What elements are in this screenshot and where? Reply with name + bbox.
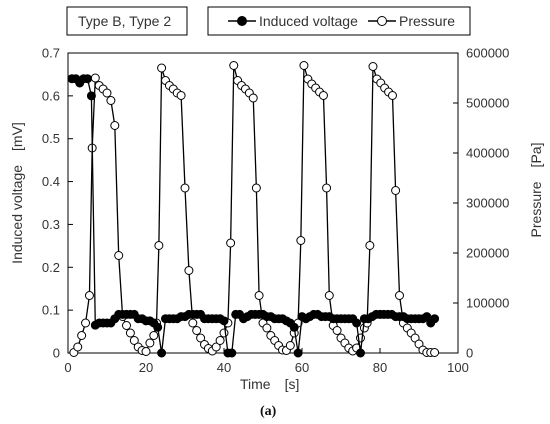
y2-tick-label: 600000 — [466, 46, 509, 61]
pressure-point — [332, 326, 342, 335]
induced-voltage-point — [83, 74, 92, 84]
y-tick-label: 0.1 — [42, 303, 60, 318]
series-pressure — [69, 61, 440, 357]
pressure-point — [90, 73, 100, 83]
figure-caption: (a) — [260, 404, 277, 419]
pressure-point — [184, 266, 194, 275]
pressure-point — [157, 63, 167, 73]
pressure-point — [211, 342, 221, 352]
pressure-point — [229, 61, 239, 70]
pressure-point — [430, 348, 440, 357]
pressure-point — [149, 331, 159, 340]
pressure-point — [114, 251, 124, 260]
induced-voltage-point — [153, 322, 163, 332]
pressure-point — [248, 93, 258, 103]
induced-voltage-point — [356, 348, 365, 358]
pressure-point — [176, 91, 186, 100]
pressure-point — [196, 333, 206, 343]
pressure-point — [154, 241, 164, 250]
pressure-point — [365, 241, 375, 250]
pressure-point — [251, 183, 261, 193]
y-tick-label: 0 — [53, 346, 60, 361]
y-tick-label: 0.3 — [42, 217, 60, 232]
y-tick-label: 0.4 — [42, 174, 60, 189]
y2-tick-label: 500000 — [466, 96, 509, 111]
x-axis: 0 20 40 60 80 100 — [64, 348, 469, 375]
y2-tick-label: 0 — [466, 346, 473, 361]
x-tick-label: 80 — [373, 360, 387, 375]
x-tick-label: 40 — [217, 360, 231, 375]
pressure-point — [84, 291, 94, 300]
legend-label-induced-voltage: Induced voltage — [259, 13, 358, 29]
y2-tick-label: 100000 — [466, 296, 509, 311]
pressure-point — [192, 326, 202, 335]
pressure-point — [77, 331, 87, 340]
y-tick-label: 0.7 — [42, 46, 60, 61]
induced-voltage-point — [289, 322, 299, 332]
y2-axis-title: Pressure [Pa] — [528, 143, 544, 238]
pressure-point — [145, 338, 155, 348]
pressure-point — [254, 291, 264, 300]
series-line — [73, 65, 435, 354]
legend-marker-induced-voltage — [237, 16, 247, 26]
legend: Induced voltage Pressure — [207, 6, 471, 36]
pressure-point — [129, 336, 139, 345]
annotation-text: Type B, Type 2 — [78, 13, 171, 29]
x-axis-title: Time [s] — [240, 376, 299, 392]
plot-area — [67, 52, 459, 354]
induced-voltage-point — [86, 91, 96, 101]
y2-tick-label: 200000 — [466, 246, 509, 261]
pressure-point — [318, 91, 328, 100]
pressure-point — [322, 183, 332, 193]
y2-tick-label: 400000 — [466, 146, 509, 161]
induced-voltage-point — [352, 318, 362, 328]
pressure-point — [215, 336, 225, 345]
y-axis-left: 0 0.1 0.2 0.3 0.4 0.5 0.6 0.7 — [42, 46, 73, 361]
y-axis-title: Induced voltage [mV] — [9, 122, 25, 264]
pressure-point — [285, 341, 295, 350]
y-tick-label: 0.2 — [42, 260, 60, 275]
pressure-point — [110, 121, 120, 130]
pressure-point — [296, 236, 306, 245]
pressure-point — [368, 62, 378, 71]
pressure-point — [219, 328, 229, 338]
pressure-point — [188, 318, 198, 328]
pressure-point — [391, 186, 401, 195]
legend-marker-pressure — [377, 16, 387, 26]
legend-label-pressure: Pressure — [399, 13, 455, 29]
pressure-point — [73, 342, 83, 352]
pressure-point — [102, 88, 112, 98]
pressure-point — [299, 61, 309, 70]
pressure-point — [395, 291, 404, 300]
pressure-point — [226, 238, 236, 248]
y2-tick-label: 300000 — [466, 196, 509, 211]
y-axis-right: 0 100000 200000 300000 400000 500000 600000 — [453, 46, 509, 361]
y-tick-label: 0.6 — [42, 88, 60, 103]
pressure-point — [141, 347, 151, 356]
x-tick-label: 0 — [64, 360, 71, 375]
induced-voltage-point — [293, 348, 303, 358]
pressure-point — [122, 321, 131, 330]
pressure-point — [262, 323, 272, 333]
x-tick-label: 60 — [295, 360, 309, 375]
annotation-box: Type B, Type 2 — [66, 6, 188, 36]
pressure-point — [180, 183, 190, 193]
pressure-point — [125, 328, 135, 338]
induced-voltage-point — [157, 348, 167, 358]
pressure-point — [106, 96, 116, 105]
pressure-point — [81, 318, 91, 328]
induced-voltage-point — [430, 314, 440, 324]
pressure-point — [387, 91, 397, 100]
x-tick-label: 100 — [447, 360, 469, 375]
x-tick-label: 20 — [139, 360, 153, 375]
induced-voltage-point — [227, 348, 237, 358]
pressure-point — [324, 291, 334, 300]
y-tick-label: 0.5 — [42, 131, 60, 146]
induced-voltage-point — [219, 316, 229, 326]
series-induced-voltage — [67, 74, 440, 358]
